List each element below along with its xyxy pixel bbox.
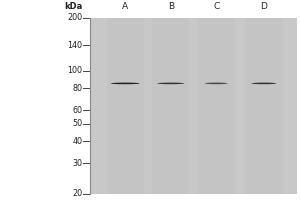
Ellipse shape (205, 83, 228, 84)
Text: 30: 30 (72, 159, 82, 168)
Ellipse shape (157, 83, 184, 84)
Text: A: A (122, 2, 128, 11)
Text: 20: 20 (72, 190, 82, 198)
Bar (198, 18, 235, 194)
Text: 140: 140 (67, 41, 82, 50)
Ellipse shape (111, 83, 140, 84)
Text: D: D (260, 2, 267, 11)
Text: 200: 200 (67, 14, 82, 22)
Bar (245, 18, 283, 194)
Text: 100: 100 (67, 66, 82, 75)
Text: 60: 60 (72, 106, 82, 115)
Bar (152, 18, 189, 194)
Bar (106, 18, 144, 194)
Text: 40: 40 (72, 137, 82, 146)
Ellipse shape (251, 83, 276, 84)
Text: C: C (213, 2, 219, 11)
Text: B: B (168, 2, 174, 11)
Text: 80: 80 (72, 84, 82, 93)
Text: 50: 50 (72, 119, 82, 128)
Text: kDa: kDa (64, 2, 82, 11)
